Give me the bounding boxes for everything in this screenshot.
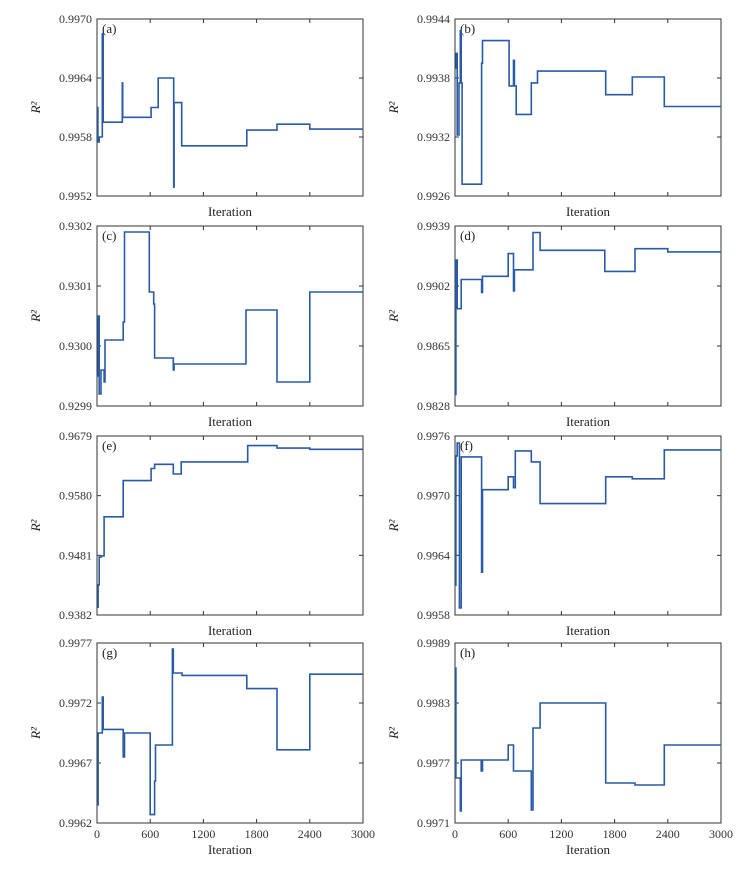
x-tick-label: 1800 <box>603 827 627 841</box>
y-tick-label: 0.9967 <box>59 756 92 770</box>
series-line <box>455 231 721 396</box>
y-axis-label: R² <box>386 100 401 114</box>
y-tick-label: 0.9828 <box>417 399 450 413</box>
y-axis-label: R² <box>386 518 401 532</box>
y-axis-label: R² <box>386 726 401 740</box>
x-axis-label: Iteration <box>566 842 611 857</box>
y-tick-label: 0.9944 <box>417 12 450 26</box>
panel-label: (f) <box>460 438 473 453</box>
x-tick-label: 2400 <box>298 827 322 841</box>
y-axis-label: R² <box>28 726 43 740</box>
series-line <box>97 444 363 609</box>
y-tick-label: 0.9679 <box>59 429 92 443</box>
series-line <box>97 231 363 395</box>
panel-label: (h) <box>460 645 475 660</box>
y-tick-label: 0.9926 <box>417 189 450 203</box>
plot-frame <box>454 642 722 824</box>
y-tick-label: 0.9938 <box>417 71 450 85</box>
plot-frame <box>96 435 364 616</box>
panel-f: 0.9976 0.9970 0.9964 0.9958 Iteration R² (f) <box>386 429 722 638</box>
plot-frame <box>454 435 722 616</box>
y-axis-label: R² <box>386 309 401 323</box>
x-axis-label: Iteration <box>566 623 611 638</box>
y-tick-label: 0.9939 <box>417 219 450 233</box>
y-tick-label: 0.9481 <box>59 548 92 562</box>
y-tick-label: 0.9972 <box>59 696 92 710</box>
y-tick-label: 0.9976 <box>417 429 450 443</box>
panel-label: (b) <box>460 21 475 36</box>
panel-label: (c) <box>102 228 116 243</box>
x-tick-label: 3000 <box>709 827 733 841</box>
y-tick-label: 0.9977 <box>417 756 450 770</box>
panel-label: (a) <box>102 21 116 36</box>
x-axis-label: Iteration <box>566 204 611 219</box>
y-tick-label: 0.9964 <box>417 548 450 562</box>
x-tick-label: 3000 <box>351 827 375 841</box>
y-tick-label: 0.9952 <box>59 189 92 203</box>
x-axis-label: Iteration <box>566 414 611 429</box>
series-line <box>97 648 363 816</box>
plot-frame <box>454 18 722 197</box>
x-tick-label: 0 <box>452 827 458 841</box>
y-axis-label: R² <box>28 518 43 532</box>
y-tick-label: 0.9382 <box>59 608 92 622</box>
y-tick-label: 0.9865 <box>417 339 450 353</box>
y-axis-label: R² <box>28 309 43 323</box>
y-tick-label: 0.9983 <box>417 696 450 710</box>
x-tick-label: 0 <box>94 827 100 841</box>
y-tick-label: 0.9971 <box>417 816 450 830</box>
panel-a: 0.9970 0.9964 0.9958 0.9952 Iteration R² (a) <box>28 12 364 219</box>
x-tick-label: 2400 <box>656 827 680 841</box>
y-tick-label: 0.9301 <box>59 279 92 293</box>
series-line <box>455 667 721 812</box>
series-line <box>455 442 721 609</box>
plot-frame <box>96 18 364 197</box>
y-axis-label: R² <box>28 100 43 114</box>
x-axis-label: Iteration <box>208 414 253 429</box>
y-tick-label: 0.9302 <box>59 219 92 233</box>
y-tick-label: 0.9958 <box>59 130 92 144</box>
x-tick-label: 1200 <box>191 827 215 841</box>
panel-label: (e) <box>102 438 116 453</box>
y-tick-label: 0.9902 <box>417 279 450 293</box>
y-tick-label: 0.9962 <box>59 816 92 830</box>
series-line <box>455 29 721 185</box>
y-tick-label: 0.9299 <box>59 399 92 413</box>
y-tick-label: 0.9964 <box>59 71 92 85</box>
y-tick-label: 0.9300 <box>59 339 92 353</box>
y-tick-label: 0.9580 <box>59 489 92 503</box>
x-axis-label: Iteration <box>208 204 253 219</box>
panel-b: 0.9944 0.9938 0.9932 0.9926 Iteration R² (b) <box>386 12 722 219</box>
y-tick-label: 0.9989 <box>417 636 450 650</box>
plot-frame <box>454 225 722 407</box>
panel-e: 0.9679 0.9580 0.9481 0.9382 Iteration R² (e) <box>28 429 364 638</box>
x-axis-label: Iteration <box>208 623 253 638</box>
panel-d: 0.9939 0.9902 0.9865 0.9828 Iteration R² (d) <box>386 219 722 429</box>
plot-frame <box>96 642 364 824</box>
plot-frame <box>96 225 364 407</box>
x-tick-label: 600 <box>141 827 159 841</box>
x-tick-label: 600 <box>499 827 517 841</box>
y-tick-label: 0.9977 <box>59 636 92 650</box>
y-tick-label: 0.9970 <box>59 12 92 26</box>
series-line <box>97 32 363 188</box>
x-axis-label: Iteration <box>208 842 253 857</box>
x-tick-label: 1200 <box>549 827 573 841</box>
y-tick-label: 0.9958 <box>417 608 450 622</box>
panel-label: (g) <box>102 645 117 660</box>
x-tick-label: 1800 <box>245 827 269 841</box>
y-tick-label: 0.9932 <box>417 130 450 144</box>
panel-c: 0.9302 0.9301 0.9300 0.9299 Iteration R² (c) <box>28 219 364 429</box>
panel-label: (d) <box>460 228 475 243</box>
y-tick-label: 0.9970 <box>417 489 450 503</box>
